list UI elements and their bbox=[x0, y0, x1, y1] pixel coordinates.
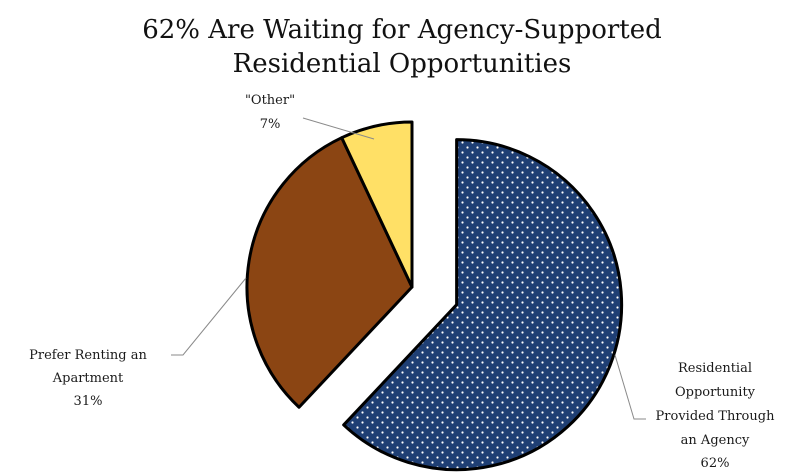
slice-label-agency-line-4: an Agency bbox=[681, 433, 750, 448]
slice-label-renting-line-2: Apartment bbox=[52, 371, 124, 386]
leader-line-agency bbox=[614, 354, 646, 420]
slice-label-agency-line-1: Residential bbox=[678, 361, 752, 376]
leader-line-other bbox=[302, 117, 375, 140]
pie-slices bbox=[245, 120, 624, 472]
slice-label-agency-percent: 62% bbox=[701, 456, 730, 471]
slice-label-other-name: "Other" bbox=[245, 93, 295, 108]
slice-label-agency-line-2: Opportunity bbox=[675, 385, 756, 400]
leader-line-renting bbox=[171, 277, 247, 356]
slice-label-other-percent: 7% bbox=[260, 117, 281, 132]
chart-title-line-1: 62% Are Waiting for Agency-Supported bbox=[142, 15, 662, 45]
pie-slice-renting bbox=[245, 136, 414, 409]
pie-slice-agency bbox=[342, 138, 624, 472]
chart-title-line-2: Residential Opportunities bbox=[233, 49, 572, 79]
slice-label-agency-line-3: Provided Through bbox=[656, 409, 776, 424]
pie-slice-other bbox=[340, 120, 414, 289]
slice-label-renting-percent: 31% bbox=[74, 394, 103, 409]
slice-label-renting-line-1: Prefer Renting an bbox=[29, 348, 147, 363]
